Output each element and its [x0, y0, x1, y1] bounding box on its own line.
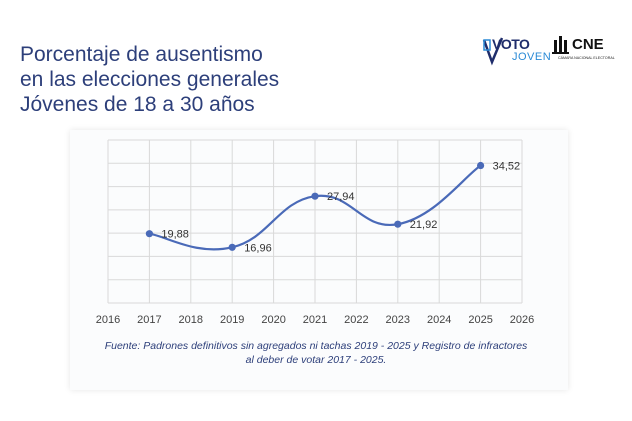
- x-tick-label: 2023: [386, 314, 410, 326]
- cne-logo-word: CNE: [572, 36, 604, 53]
- x-tick-label: 2017: [137, 314, 161, 326]
- voto-logo-word: VOTO: [492, 36, 530, 52]
- chart-grid: [107, 139, 523, 304]
- data-label: 19,88: [161, 229, 189, 241]
- x-tick-label: 2022: [344, 314, 368, 326]
- cne-logo-mark: [552, 36, 569, 54]
- data-label: 34,52: [493, 161, 521, 173]
- x-tick-label: 2019: [220, 314, 244, 326]
- x-tick-label: 2026: [510, 314, 534, 326]
- data-point: [311, 192, 319, 200]
- chart-card: [70, 130, 568, 390]
- joven-logo-word: JOVEN: [512, 51, 552, 63]
- data-point: [228, 243, 236, 251]
- title-line-2: en las elecciones generales: [20, 68, 280, 91]
- data-label: 21,92: [410, 219, 438, 231]
- source-line-1: Fuente: Padrones definitivos sin agregad…: [104, 340, 528, 352]
- logos: VOTO JOVEN CNE CÁMARA NACIONAL ELECTORAL: [482, 34, 622, 74]
- data-point: [477, 161, 485, 170]
- data-point: [145, 230, 153, 238]
- title-line-1: Porcentaje de ausentismo: [20, 43, 263, 66]
- x-tick-label: 2018: [179, 314, 203, 326]
- x-tick-label: 2020: [261, 314, 285, 326]
- data-label: 27,94: [327, 191, 355, 203]
- source-line-2: al deber de votar 2017 - 2025.: [245, 354, 387, 366]
- chart-title: Porcentaje de ausentismo en las eleccion…: [20, 42, 279, 117]
- data-point: [394, 220, 402, 228]
- series-points: [145, 161, 485, 251]
- x-tick-label: 2025: [468, 314, 492, 326]
- source-note: Fuente: Padrones definitivos sin agregad…: [60, 339, 572, 367]
- data-label: 16,96: [244, 242, 272, 254]
- cne-logo-subtitle: CÁMARA NACIONAL ELECTORAL: [558, 56, 615, 60]
- title-line-3: Jóvenes de 18 a 30 años: [20, 93, 255, 116]
- x-tick-label: 2016: [96, 314, 120, 326]
- x-tick-label: 2024: [427, 314, 451, 326]
- voto-joven-logo: [482, 36, 569, 66]
- data-labels: 19,88 16,96 27,94 21,92 34,52: [161, 161, 520, 255]
- x-tick-label: 2021: [303, 314, 327, 326]
- x-axis-ticks: 2016 2017 2018 2019 2020 2021 2022 2023 2024 2025…: [96, 314, 534, 326]
